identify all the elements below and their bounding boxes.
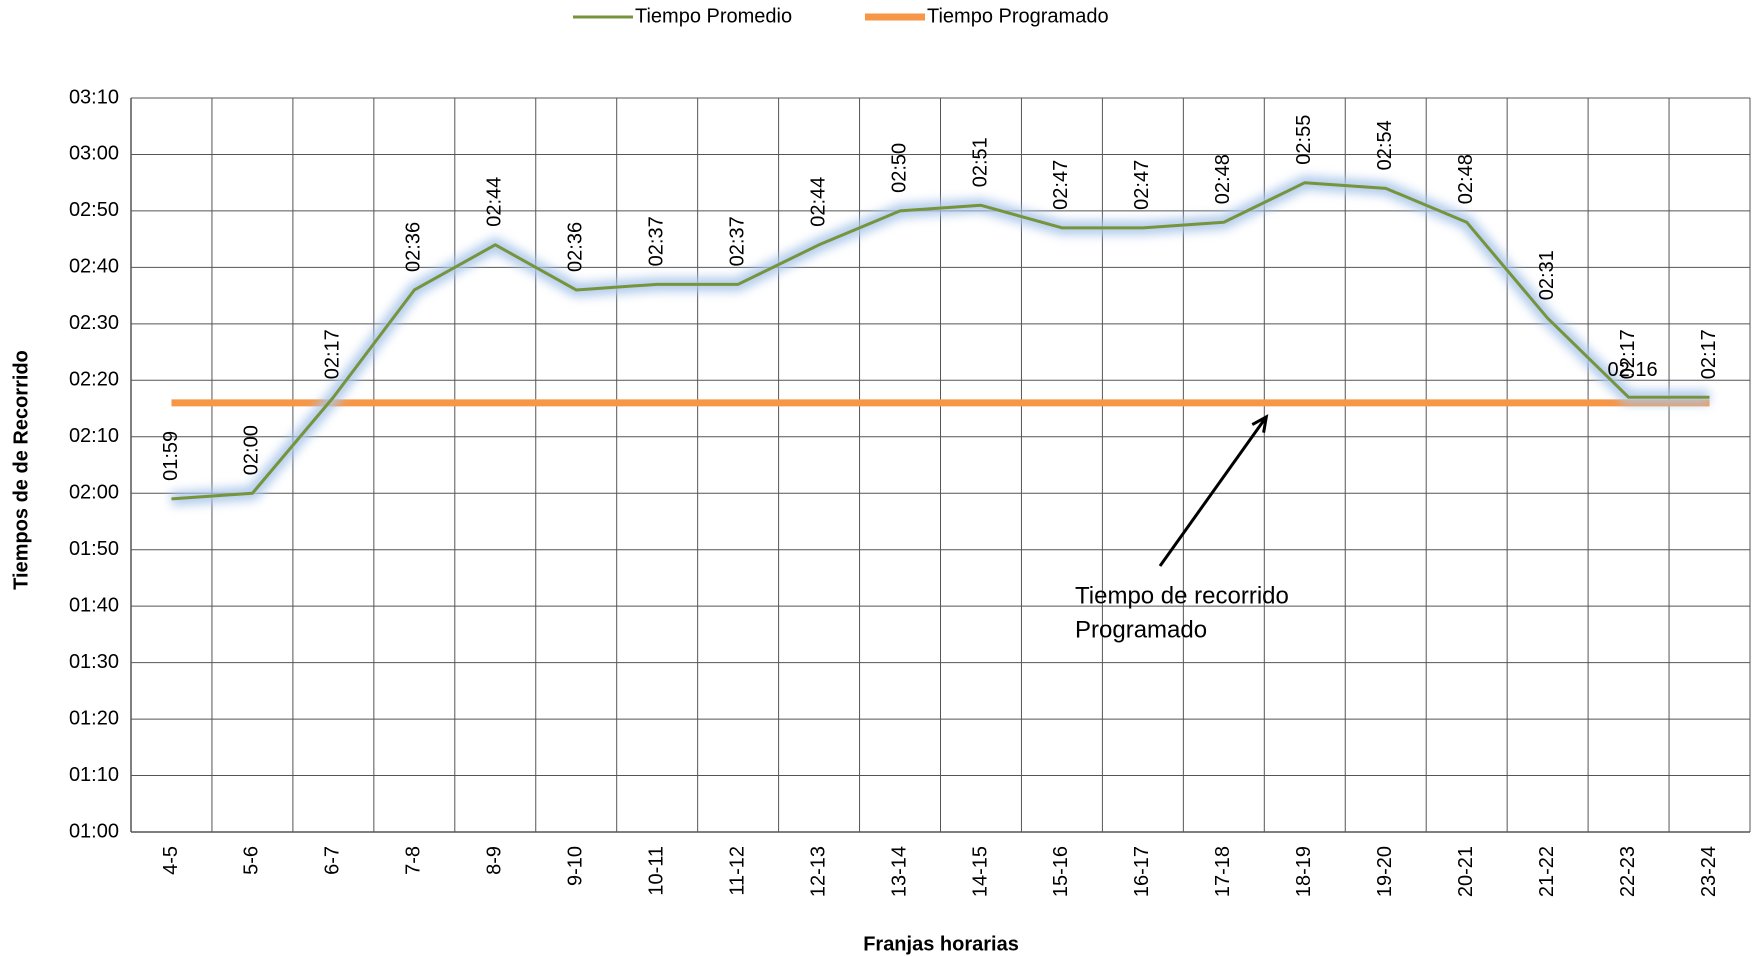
x-tick-label: 7-8 [403, 846, 425, 875]
y-tick-label: 01:30 [69, 651, 119, 673]
x-tick-label: 4-5 [160, 846, 182, 875]
x-tick-label: 15-16 [1050, 846, 1072, 897]
data-label: 02:55 [1293, 115, 1315, 165]
data-label: 02:44 [484, 177, 506, 227]
data-label: 01:59 [160, 431, 182, 481]
x-tick-label: 17-18 [1212, 846, 1234, 897]
annotation-arrowhead [1251, 414, 1269, 433]
x-tick-label: 14-15 [969, 846, 991, 897]
data-label: 02:17 [1698, 329, 1720, 379]
data-label: 02:17 [322, 329, 344, 379]
x-tick-label: 11-12 [726, 846, 748, 896]
data-label: 02:48 [1212, 154, 1234, 204]
data-label: 02:50 [888, 143, 910, 193]
y-tick-label: 02:40 [69, 256, 119, 278]
legend-label: Tiempo Promedio [635, 5, 792, 27]
x-tick-label: 13-14 [888, 846, 910, 897]
x-tick-label: 8-9 [484, 846, 506, 875]
y-tick-label: 01:20 [69, 707, 119, 729]
x-tick-label: 23-24 [1698, 846, 1720, 897]
x-tick-label: 16-17 [1131, 846, 1153, 897]
x-tick-label: 6-7 [322, 846, 344, 875]
x-tick-label: 22-23 [1617, 846, 1639, 897]
x-tick-label: 12-13 [807, 846, 829, 897]
data-label: 02:48 [1455, 154, 1477, 204]
data-label: 02:00 [241, 425, 263, 475]
y-tick-label: 01:50 [69, 538, 119, 560]
data-label: 02:37 [645, 216, 667, 266]
data-label: 02:44 [807, 177, 829, 227]
data-label: 02:54 [1374, 120, 1396, 170]
y-axis-title: Tiempos de de Recorrido [10, 350, 32, 590]
y-tick-label: 02:10 [69, 425, 119, 447]
x-tick-label: 10-11 [645, 846, 667, 896]
data-label: 02:17 [1617, 329, 1639, 379]
x-tick-label: 20-21 [1455, 846, 1477, 897]
legend-label: Tiempo Programado [927, 5, 1109, 27]
x-tick-label: 9-10 [565, 846, 587, 886]
y-tick-label: 02:50 [69, 199, 119, 221]
annotation-arrow [1158, 416, 1268, 567]
y-tick-label: 01:00 [69, 820, 119, 842]
data-label: 02:47 [1050, 160, 1072, 210]
y-tick-label: 02:30 [69, 312, 119, 334]
x-tick-label: 21-22 [1536, 846, 1558, 897]
data-label: 02:37 [726, 216, 748, 266]
annotation: Programado [1075, 616, 1207, 643]
data-label: 02:36 [565, 222, 587, 272]
y-tick-label: 03:10 [69, 86, 119, 108]
x-tick-label: 19-20 [1374, 846, 1396, 897]
y-tick-label: 02:20 [69, 369, 119, 391]
annotation: Tiempo de recorrido [1075, 582, 1289, 609]
y-tick-label: 03:00 [69, 143, 119, 165]
y-tick-label: 01:10 [69, 764, 119, 786]
data-label: 02:31 [1536, 250, 1558, 300]
data-label: 02:47 [1131, 160, 1153, 210]
x-axis-title: Franjas horarias [863, 933, 1019, 955]
x-tick-label: 18-19 [1293, 846, 1315, 897]
data-label: 02:36 [403, 222, 425, 272]
data-label: 02:16 [1608, 359, 1658, 381]
y-tick-label: 02:00 [69, 482, 119, 504]
y-tick-label: 01:40 [69, 594, 119, 616]
x-tick-label: 5-6 [241, 846, 263, 875]
data-label: 02:51 [969, 137, 991, 187]
line [171, 181, 1710, 501]
